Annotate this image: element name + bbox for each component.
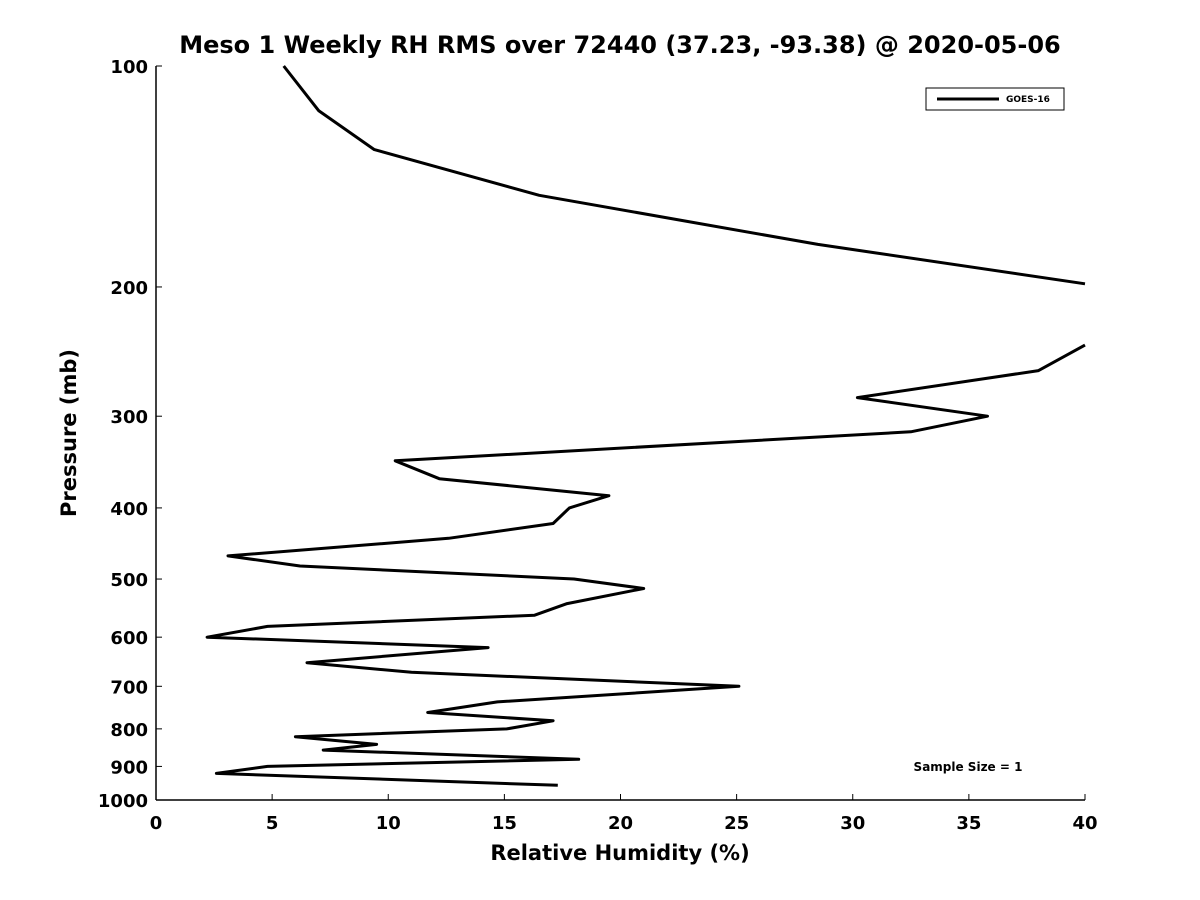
y-tick-label: 100 <box>110 57 148 78</box>
y-tick-label: 900 <box>110 757 148 778</box>
x-tick-label: 15 <box>492 813 517 834</box>
x-tick-label: 30 <box>840 813 865 834</box>
sample-size-annotation: Sample Size = 1 <box>914 760 1023 774</box>
legend-label-goes-16: GOES-16 <box>1006 95 1050 105</box>
series-layer <box>205 65 1086 787</box>
x-tick-label: 25 <box>724 813 749 834</box>
x-tick-label: 20 <box>608 813 633 834</box>
y-axis-ticks: 100 200 300 400 500 600 700 800 900 1000 <box>98 57 162 812</box>
y-axis-label: Pressure (mb) <box>57 349 81 517</box>
y-tick-label: 200 <box>110 278 148 299</box>
y-tick-label: 700 <box>110 677 148 698</box>
y-tick-label: 500 <box>110 570 148 591</box>
x-tick-label: 10 <box>376 813 401 834</box>
y-tick-label: 300 <box>110 407 148 428</box>
x-tick-label: 5 <box>266 813 279 834</box>
x-axis-ticks: 0 5 10 15 20 25 30 35 40 <box>150 794 1098 834</box>
x-tick-label: 40 <box>1072 813 1097 834</box>
y-tick-label: 400 <box>110 499 148 520</box>
chart-title: Meso 1 Weekly RH RMS over 72440 (37.23, … <box>179 31 1061 59</box>
x-axis-label: Relative Humidity (%) <box>490 841 749 865</box>
series-line-goes-16 <box>205 65 1086 787</box>
legend: GOES-16 <box>925 87 1065 111</box>
x-tick-label: 0 <box>150 813 163 834</box>
y-tick-label: 600 <box>110 628 148 649</box>
x-tick-label: 35 <box>956 813 981 834</box>
plot-area <box>155 66 1085 801</box>
y-tick-label: 1000 <box>98 791 148 812</box>
y-tick-label: 800 <box>110 720 148 741</box>
